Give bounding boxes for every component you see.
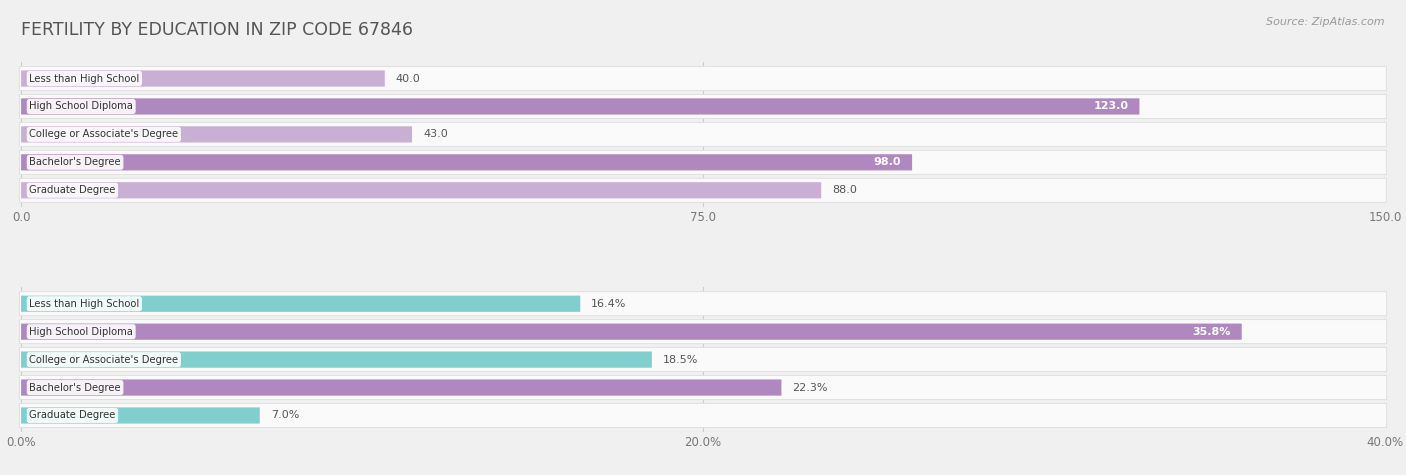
FancyBboxPatch shape (20, 403, 1386, 428)
Text: Graduate Degree: Graduate Degree (30, 410, 115, 420)
Text: College or Associate's Degree: College or Associate's Degree (30, 355, 179, 365)
FancyBboxPatch shape (21, 408, 260, 424)
Text: 40.0: 40.0 (395, 74, 420, 84)
Text: 35.8%: 35.8% (1192, 327, 1230, 337)
FancyBboxPatch shape (20, 66, 1386, 91)
FancyBboxPatch shape (21, 70, 385, 86)
FancyBboxPatch shape (20, 292, 1386, 316)
FancyBboxPatch shape (20, 178, 1386, 202)
Text: 22.3%: 22.3% (793, 382, 828, 392)
Text: Bachelor's Degree: Bachelor's Degree (30, 157, 121, 167)
FancyBboxPatch shape (21, 323, 1241, 340)
Text: High School Diploma: High School Diploma (30, 102, 134, 112)
FancyBboxPatch shape (20, 123, 1386, 146)
FancyBboxPatch shape (21, 380, 782, 396)
Text: 98.0: 98.0 (873, 157, 901, 167)
FancyBboxPatch shape (21, 98, 1139, 114)
Text: High School Diploma: High School Diploma (30, 327, 134, 337)
Text: 7.0%: 7.0% (271, 410, 299, 420)
Text: Less than High School: Less than High School (30, 74, 139, 84)
Text: 123.0: 123.0 (1094, 102, 1129, 112)
Text: College or Associate's Degree: College or Associate's Degree (30, 129, 179, 139)
Text: Graduate Degree: Graduate Degree (30, 185, 115, 195)
Text: FERTILITY BY EDUCATION IN ZIP CODE 67846: FERTILITY BY EDUCATION IN ZIP CODE 67846 (21, 21, 413, 39)
FancyBboxPatch shape (21, 154, 912, 171)
Text: 43.0: 43.0 (423, 129, 447, 139)
Text: Bachelor's Degree: Bachelor's Degree (30, 382, 121, 392)
FancyBboxPatch shape (21, 182, 821, 199)
FancyBboxPatch shape (20, 95, 1386, 118)
Text: Source: ZipAtlas.com: Source: ZipAtlas.com (1267, 17, 1385, 27)
Text: 16.4%: 16.4% (591, 299, 627, 309)
FancyBboxPatch shape (20, 320, 1386, 344)
FancyBboxPatch shape (21, 352, 652, 368)
FancyBboxPatch shape (21, 295, 581, 312)
FancyBboxPatch shape (21, 126, 412, 142)
FancyBboxPatch shape (20, 348, 1386, 371)
Text: 88.0: 88.0 (832, 185, 858, 195)
FancyBboxPatch shape (20, 376, 1386, 399)
Text: 18.5%: 18.5% (662, 355, 699, 365)
Text: Less than High School: Less than High School (30, 299, 139, 309)
FancyBboxPatch shape (20, 150, 1386, 174)
